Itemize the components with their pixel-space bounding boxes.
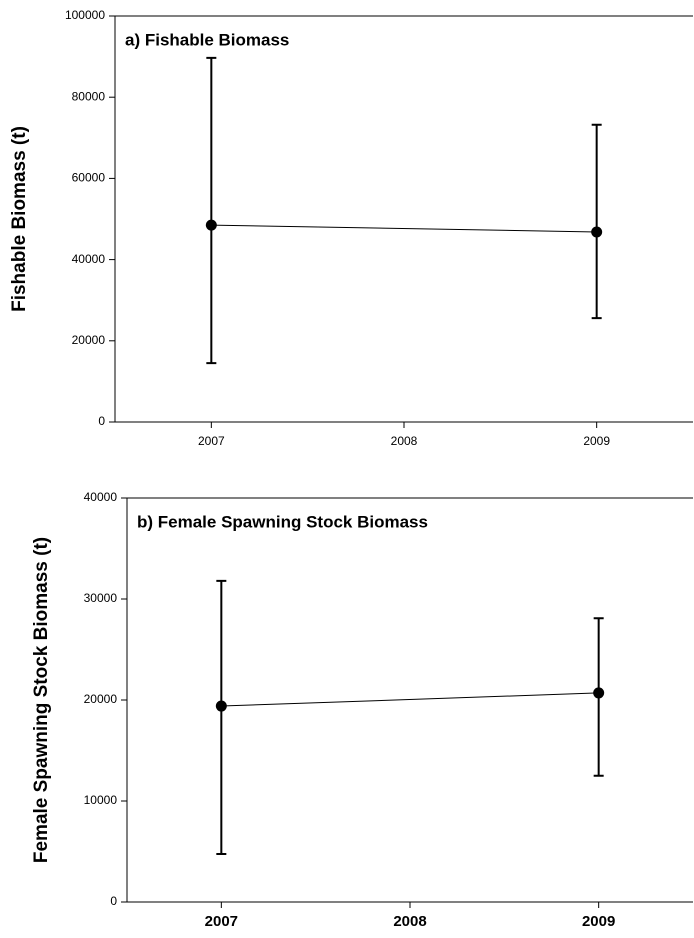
x-tick-label: 2007 bbox=[205, 913, 238, 930]
y-tick-label: 30000 bbox=[84, 591, 118, 605]
y-tick-label: 100000 bbox=[65, 8, 105, 22]
x-tick-label: 2008 bbox=[391, 434, 418, 448]
data-line bbox=[211, 224, 597, 233]
error-bar bbox=[206, 56, 217, 365]
x-tick-label: 2009 bbox=[582, 913, 615, 930]
data-point bbox=[205, 219, 217, 231]
y-tick-label: 20000 bbox=[84, 692, 118, 706]
data-point bbox=[215, 700, 227, 712]
x-tick-label: 2009 bbox=[583, 434, 610, 448]
data-point bbox=[593, 687, 605, 699]
y-tick-label: 20000 bbox=[72, 333, 106, 347]
y-tick-label: 0 bbox=[110, 894, 117, 908]
chart-title: b) Female Spawning Stock Biomass bbox=[137, 512, 428, 531]
y-tick-label: 40000 bbox=[72, 252, 106, 266]
data-line bbox=[221, 692, 599, 707]
axis-frame bbox=[114, 15, 693, 423]
y-tick-label: 0 bbox=[98, 414, 105, 428]
axis-frame bbox=[126, 497, 693, 903]
data-point bbox=[591, 226, 603, 238]
y-tick-label: 80000 bbox=[72, 89, 106, 103]
x-tick-label: 2007 bbox=[198, 434, 225, 448]
y-tick-label: 60000 bbox=[72, 171, 106, 185]
y-axis-label: Female Spawning Stock Biomass (t) bbox=[31, 537, 52, 863]
y-tick-label: 10000 bbox=[84, 793, 118, 807]
chart-title: a) Fishable Biomass bbox=[125, 30, 289, 49]
y-axis-label: Fishable Biomass (t) bbox=[9, 126, 30, 312]
y-tick-label: 40000 bbox=[84, 490, 118, 504]
error-bar bbox=[591, 123, 602, 320]
x-tick-label: 2008 bbox=[393, 913, 426, 930]
error-bar bbox=[216, 579, 227, 856]
